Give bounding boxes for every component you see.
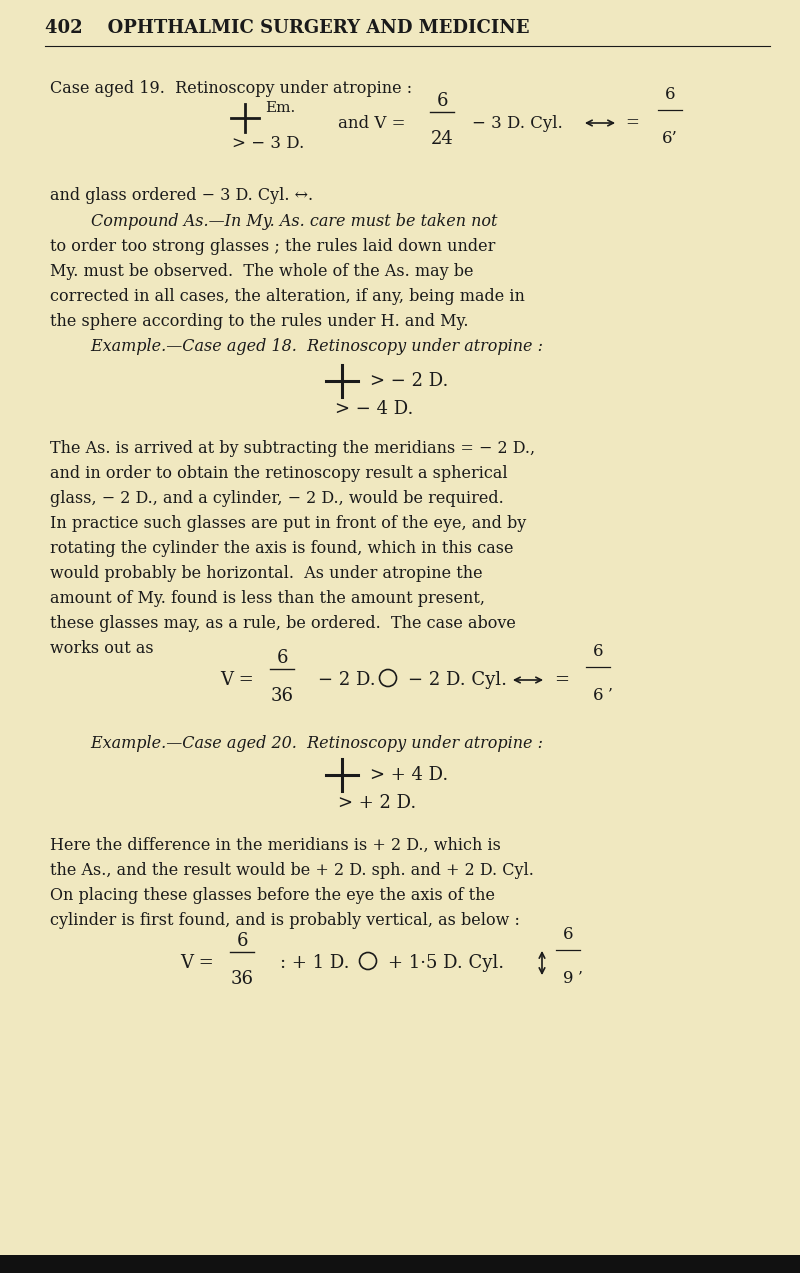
Text: corrected in all cases, the alteration, if any, being made in: corrected in all cases, the alteration, …	[50, 288, 525, 304]
Text: Case aged 19.  Retinoscopy under atropine :: Case aged 19. Retinoscopy under atropine…	[50, 79, 412, 97]
Text: =: =	[554, 671, 569, 689]
Text: and glass ordered − 3 D. Cyl. ↔.: and glass ordered − 3 D. Cyl. ↔.	[50, 187, 313, 204]
Text: Compound As.—In My. As. care must be taken not: Compound As.—In My. As. care must be tak…	[50, 213, 498, 229]
Text: to order too strong glasses ; the rules laid down under: to order too strong glasses ; the rules …	[50, 238, 495, 255]
Text: − 3 D. Cyl.: − 3 D. Cyl.	[472, 115, 562, 131]
Text: glass, − 2 D., and a cylinder, − 2 D., would be required.: glass, − 2 D., and a cylinder, − 2 D., w…	[50, 490, 504, 507]
Text: On placing these glasses before the eye the axis of the: On placing these glasses before the eye …	[50, 886, 495, 904]
Bar	[0, 1255, 800, 1273]
Text: ’: ’	[608, 687, 613, 701]
Text: amount of My. found is less than the amount present,: amount of My. found is less than the amo…	[50, 589, 485, 606]
Text: and V =: and V =	[338, 115, 406, 131]
Text: Example.—Case aged 20.  Retinoscopy under atropine :: Example.—Case aged 20. Retinoscopy under…	[50, 735, 543, 751]
Text: 6: 6	[562, 925, 574, 943]
Text: My. must be observed.  The whole of the As. may be: My. must be observed. The whole of the A…	[50, 262, 474, 280]
Text: In practice such glasses are put in front of the eye, and by: In practice such glasses are put in fron…	[50, 514, 526, 532]
Text: 6: 6	[276, 649, 288, 667]
Text: − 2 D. Cyl.: − 2 D. Cyl.	[408, 671, 507, 689]
Text: rotating the cylinder the axis is found, which in this case: rotating the cylinder the axis is found,…	[50, 540, 514, 556]
Text: > − 2 D.: > − 2 D.	[370, 372, 448, 390]
Text: the As., and the result would be + 2 D. sph. and + 2 D. Cyl.: the As., and the result would be + 2 D. …	[50, 862, 534, 878]
Text: 6: 6	[593, 643, 603, 659]
Text: 6: 6	[236, 932, 248, 950]
Text: V =: V =	[180, 953, 214, 973]
Text: 6: 6	[436, 92, 448, 109]
Text: 36: 36	[230, 970, 254, 988]
Text: the sphere according to the rules under H. and My.: the sphere according to the rules under …	[50, 312, 469, 330]
Text: Here the difference in the meridians is + 2 D., which is: Here the difference in the meridians is …	[50, 836, 501, 853]
Text: Em.: Em.	[265, 101, 295, 115]
Text: > − 4 D.: > − 4 D.	[335, 400, 414, 418]
Text: 6: 6	[665, 87, 675, 103]
Text: > − 3 D.: > − 3 D.	[232, 135, 304, 151]
Text: 6’: 6’	[662, 130, 678, 146]
Text: would probably be horizontal.  As under atropine the: would probably be horizontal. As under a…	[50, 564, 482, 582]
Text: 24: 24	[430, 130, 454, 148]
Text: and in order to obtain the retinoscopy result a spherical: and in order to obtain the retinoscopy r…	[50, 465, 508, 481]
Text: + 1·5 D. Cyl.: + 1·5 D. Cyl.	[388, 953, 504, 973]
Text: these glasses may, as a rule, be ordered.  The case above: these glasses may, as a rule, be ordered…	[50, 615, 516, 631]
Text: 36: 36	[270, 687, 294, 705]
Text: : + 1 D.: : + 1 D.	[280, 953, 350, 973]
Text: The As. is arrived at by subtracting the meridians = − 2 D.,: The As. is arrived at by subtracting the…	[50, 439, 535, 457]
Text: 6: 6	[593, 687, 603, 704]
Text: cylinder is first found, and is probably vertical, as below :: cylinder is first found, and is probably…	[50, 911, 520, 928]
Text: Example.—Case aged 18.  Retinoscopy under atropine :: Example.—Case aged 18. Retinoscopy under…	[50, 337, 543, 354]
Text: 9: 9	[562, 970, 574, 987]
Text: works out as: works out as	[50, 639, 154, 657]
Text: > + 2 D.: > + 2 D.	[338, 794, 416, 812]
Text: ’: ’	[578, 970, 583, 984]
Text: 402    OPHTHALMIC SURGERY AND MEDICINE: 402 OPHTHALMIC SURGERY AND MEDICINE	[45, 19, 530, 37]
Text: =: =	[625, 115, 639, 131]
Text: V =: V =	[220, 671, 254, 689]
Text: − 2 D.: − 2 D.	[318, 671, 376, 689]
Text: > + 4 D.: > + 4 D.	[370, 766, 448, 784]
